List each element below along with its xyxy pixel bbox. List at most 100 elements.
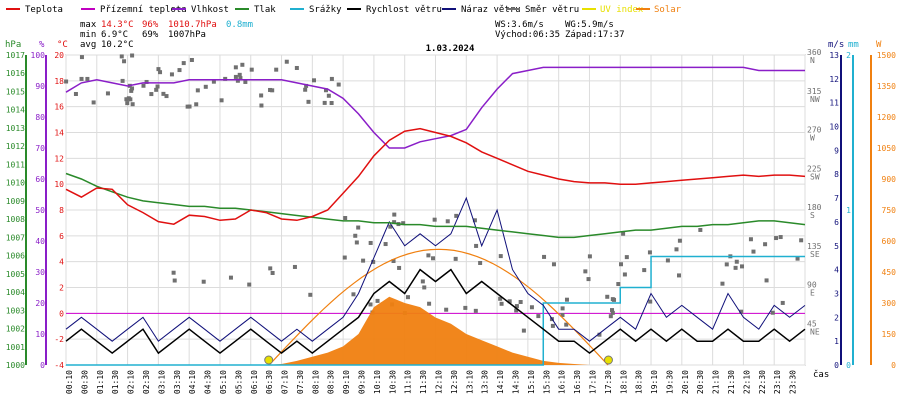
- dir-tick-deg: 225: [807, 164, 822, 173]
- chart-title: 1.03.2024: [426, 44, 475, 54]
- legend-srazky: Srážky: [290, 5, 342, 15]
- wind-dir-point: [587, 254, 592, 259]
- wind-dir-point: [342, 255, 347, 260]
- time-tick-label: 09:10: [342, 370, 351, 394]
- wind-dir-point: [375, 298, 380, 303]
- time-tick-label: 10:30: [388, 370, 397, 394]
- wind-dir-point: [498, 254, 503, 259]
- c-tick-label: -4: [54, 361, 64, 370]
- wind-dir-point: [799, 238, 804, 243]
- wind-dir-point: [397, 265, 402, 270]
- dir-tick-deg: 90: [807, 281, 817, 290]
- wind-dir-point: [740, 264, 745, 269]
- legend-label: UV index: [600, 5, 644, 15]
- wind-dir-point: [211, 79, 216, 84]
- wind-dir-point: [194, 102, 199, 107]
- dir-tick-deg: 360: [807, 48, 822, 57]
- w-tick-label: 900: [882, 175, 897, 184]
- wind-dir-point: [169, 72, 174, 77]
- pct-tick-label: 50: [35, 206, 45, 215]
- wind-dir-point: [388, 224, 393, 229]
- time-tick-label: 14:30: [511, 370, 520, 394]
- time-tick-label: 02:30: [142, 370, 151, 394]
- wind-dir-point: [149, 92, 154, 97]
- c-tick-label: 0: [59, 309, 64, 318]
- stats-max-label: max: [80, 20, 97, 30]
- ms-tick-label: 5: [834, 242, 839, 251]
- hpa-tick-label: 1009: [6, 197, 25, 206]
- time-tick-label: 15:30: [542, 370, 551, 394]
- hpa-tick-label: 1012: [6, 142, 25, 151]
- wind-dir-point: [648, 299, 653, 304]
- wind-dir-point: [733, 265, 738, 270]
- time-tick-label: 06:30: [265, 370, 274, 394]
- wind-dir-point: [274, 67, 279, 72]
- time-tick-label: 07:10: [281, 370, 290, 394]
- time-tick-label: 20:10: [681, 370, 690, 394]
- dir-tick-label: NW: [810, 95, 820, 104]
- wind-dir-point: [444, 307, 449, 312]
- wind-dir-point: [605, 294, 610, 299]
- wind-dir-point: [219, 98, 224, 103]
- legend-prizemni-teplota: Přízemní teplota: [81, 5, 187, 15]
- wind-dir-point: [268, 266, 273, 271]
- wind-dir-point: [351, 292, 356, 297]
- series-humidity: [65, 66, 805, 149]
- wind-dir-point: [79, 76, 84, 81]
- wind-dir-point: [610, 310, 615, 315]
- wind-dir-point: [498, 296, 503, 301]
- stats-max-hum: 96%: [142, 20, 159, 30]
- wind-dir-point: [763, 242, 768, 247]
- w-tick-label: 1350: [877, 82, 896, 91]
- c-tick-label: 20: [54, 51, 64, 60]
- dir-tick-label: N: [810, 56, 815, 65]
- hpa-tick-label: 1008: [6, 215, 25, 224]
- wind-dir-point: [354, 240, 359, 245]
- wind-dir-point: [518, 300, 523, 305]
- ms-tick-label: 4: [834, 266, 839, 275]
- series-pressure: [65, 172, 806, 239]
- wind-dir-point: [560, 306, 565, 311]
- wind-dir-point: [233, 65, 238, 70]
- wind-dir-point: [770, 310, 775, 315]
- wind-dir-point: [249, 67, 254, 72]
- dir-tick-label: E: [810, 289, 815, 298]
- wind-dir-point: [195, 88, 200, 93]
- hpa-tick-label: 1003: [6, 306, 25, 315]
- wind-dir-point: [720, 281, 725, 286]
- wind-dir-point: [551, 262, 556, 267]
- time-tick-label: 00:30: [80, 370, 89, 394]
- wind-dir-point: [474, 243, 479, 248]
- wind-dir-point: [795, 256, 800, 261]
- wind-dir-point: [304, 83, 309, 88]
- time-tick-label: 10:10: [373, 370, 382, 394]
- time-tick-label: 03:10: [157, 370, 166, 394]
- dir-tick-label: W: [810, 134, 815, 143]
- c-tick-label: -2: [54, 335, 64, 344]
- wind-dir-point: [764, 278, 769, 283]
- wind-dir-point: [240, 62, 245, 67]
- x-unit-label: čas: [813, 369, 829, 380]
- wind-dir-point: [323, 88, 328, 93]
- wind-dir-point: [130, 53, 135, 58]
- dir-tick-deg: 180: [807, 203, 822, 212]
- wind-dir-point: [619, 262, 624, 267]
- legend-label: Teplota: [25, 5, 63, 15]
- time-tick-label: 17:10: [588, 370, 597, 394]
- wind-dir-point: [189, 57, 194, 62]
- pct-tick-label: 60: [35, 175, 45, 184]
- w-tick-label: 750: [882, 206, 897, 215]
- wind-dir-point: [158, 70, 163, 75]
- wind-dir-point: [368, 240, 373, 245]
- wind-dir-point: [172, 278, 177, 283]
- time-tick-label: 09:30: [358, 370, 367, 394]
- time-tick-label: 17:30: [604, 370, 613, 394]
- dir-tick-deg: 270: [807, 126, 822, 135]
- w-tick-label: 0: [891, 361, 896, 370]
- wind-dir-point: [144, 79, 149, 84]
- legend-label: Směr větru: [525, 5, 579, 15]
- wind-dir-point: [507, 299, 512, 304]
- wind-dir-point: [326, 93, 331, 98]
- time-tick-label: 19:10: [650, 370, 659, 394]
